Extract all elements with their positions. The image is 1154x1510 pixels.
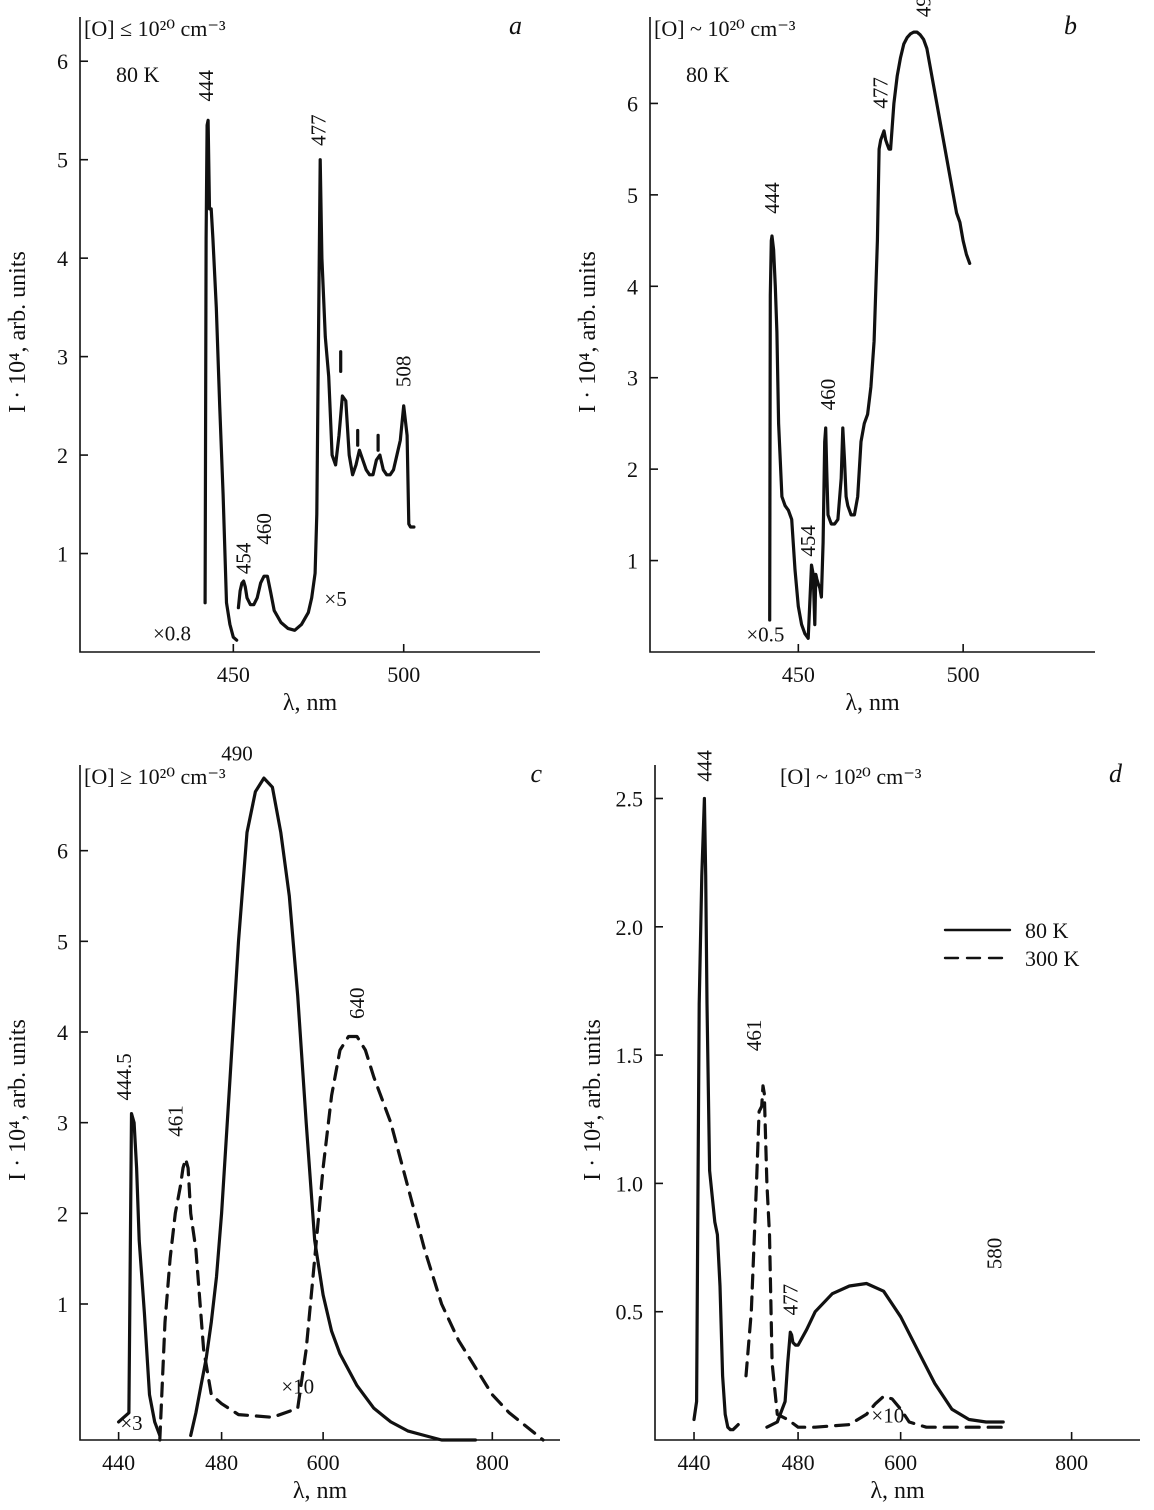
multiplier-label: ×10 bbox=[871, 1403, 904, 1427]
y-tick-label: 4 bbox=[57, 246, 68, 271]
y-tick-label: 0.5 bbox=[616, 1300, 644, 1325]
x-tick-label: 500 bbox=[387, 662, 420, 687]
y-tick-label: 1 bbox=[57, 1292, 68, 1317]
y-tick-label: 2.5 bbox=[616, 786, 644, 811]
y-tick-label: 1 bbox=[627, 549, 638, 574]
axis-frame bbox=[79, 17, 540, 653]
y-tick-label: 3 bbox=[57, 345, 68, 370]
x-axis-label: λ, nm bbox=[845, 690, 900, 716]
peak-label: 444 bbox=[692, 750, 716, 782]
series-line-dashed bbox=[744, 1084, 1005, 1429]
peak-label: 640 bbox=[345, 987, 369, 1019]
y-tick-label: 4 bbox=[627, 274, 638, 299]
x-tick-label: 600 bbox=[307, 1450, 340, 1475]
x-axis-label: λ, nm bbox=[870, 1478, 925, 1504]
multiplier-label: ×0.5 bbox=[746, 623, 784, 647]
temperature-label: 80 K bbox=[686, 62, 730, 87]
panel-d: 440 480 600 800 0.5 1.0 1.5 2.0 2.5 λ, nm I · 10⁴,… bbox=[580, 750, 1140, 1504]
multiplier-label: ×0.8 bbox=[153, 621, 191, 645]
series-line-solid bbox=[765, 1281, 1005, 1429]
y-tick-label: 5 bbox=[57, 929, 68, 954]
y-tick-label: 1 bbox=[57, 542, 68, 567]
y-axis-label: I · 10⁴, arb. units bbox=[5, 251, 31, 413]
x-tick-label: 480 bbox=[205, 1450, 238, 1475]
panel-letter: d bbox=[1109, 759, 1123, 788]
peak-label: 460 bbox=[252, 513, 276, 545]
x-tick-label: 450 bbox=[782, 662, 815, 687]
y-tick-label: 1.5 bbox=[616, 1043, 644, 1068]
peak-label: 444 bbox=[760, 182, 784, 214]
series-line-dashed bbox=[158, 1034, 545, 1442]
panel-letter: b bbox=[1064, 11, 1077, 40]
peak-label: 477 bbox=[307, 114, 331, 146]
y-tick-label: 6 bbox=[57, 839, 68, 864]
x-tick-label: 800 bbox=[476, 1450, 509, 1475]
y-tick-label: 1.0 bbox=[616, 1171, 644, 1196]
y-axis-label: I · 10⁴, arb. units bbox=[575, 251, 601, 413]
series-line-solid bbox=[692, 796, 740, 1432]
peak-label: 508 bbox=[392, 356, 416, 388]
peak-label: 461 bbox=[163, 1105, 187, 1137]
concentration-label: [O] ~ 10²⁰ cm⁻³ bbox=[780, 764, 922, 789]
y-axis-label: I · 10⁴, arb. units bbox=[580, 1019, 606, 1181]
y-tick-label: 2.0 bbox=[616, 915, 644, 940]
peak-label: 490 bbox=[221, 742, 253, 766]
concentration-label: [O] ~ 10²⁰ cm⁻³ bbox=[654, 16, 796, 41]
x-tick-label: 500 bbox=[947, 662, 980, 687]
y-tick-label: 5 bbox=[627, 183, 638, 208]
legend-entry: 80 K bbox=[1025, 918, 1069, 943]
series-line-solid bbox=[768, 30, 972, 640]
peak-label: 477 bbox=[869, 77, 893, 109]
y-tick-label: 2 bbox=[57, 1201, 68, 1226]
series-line-solid bbox=[189, 776, 477, 1442]
y-axis-label: I · 10⁴, arb. units bbox=[5, 1019, 31, 1181]
x-tick-label: 450 bbox=[217, 662, 250, 687]
panel-c: 440 480 600 800 1 2 3 4 5 6 λ, nm I · 10⁴, arb. uni… bbox=[5, 742, 560, 1504]
y-tick-label: 2 bbox=[57, 443, 68, 468]
x-tick-label: 440 bbox=[678, 1450, 711, 1475]
y-tick-label: 4 bbox=[57, 1020, 68, 1045]
axis-frame bbox=[649, 17, 1095, 653]
series-line-solid bbox=[203, 118, 239, 642]
y-tick-label: 6 bbox=[627, 91, 638, 116]
peak-label: 444 bbox=[194, 70, 218, 102]
temperature-label: 80 K bbox=[116, 62, 160, 87]
x-tick-label: 440 bbox=[102, 1450, 135, 1475]
axis-frame bbox=[654, 765, 1140, 1441]
x-axis-label: λ, nm bbox=[283, 690, 338, 716]
series-line-solid bbox=[116, 1111, 162, 1438]
y-tick-label: 3 bbox=[57, 1111, 68, 1136]
multiplier-label: ×10 bbox=[281, 1375, 314, 1399]
series-line-solid bbox=[236, 158, 416, 632]
axis-frame bbox=[79, 765, 560, 1441]
x-axis-label: λ, nm bbox=[293, 1478, 348, 1504]
y-tick-label: 6 bbox=[57, 49, 68, 74]
peak-label: 461 bbox=[742, 1020, 766, 1052]
panel-a: 450 500 1 2 3 4 5 6 λ, nm I · 10⁴, arb. units a [O]… bbox=[5, 11, 540, 716]
peak-label: 454 bbox=[232, 542, 256, 574]
peak-label: 490 bbox=[912, 0, 936, 17]
peak-label: 460 bbox=[816, 379, 840, 411]
legend-entry: 300 K bbox=[1025, 946, 1080, 971]
x-tick-label: 480 bbox=[782, 1450, 815, 1475]
concentration-label: [O] ≤ 10²⁰ cm⁻³ bbox=[84, 16, 226, 41]
y-tick-label: 5 bbox=[57, 148, 68, 173]
x-tick-label: 800 bbox=[1055, 1450, 1088, 1475]
y-tick-label: 2 bbox=[627, 457, 638, 482]
peak-label: 454 bbox=[796, 525, 820, 557]
y-tick-label: 3 bbox=[627, 366, 638, 391]
x-tick-label: 600 bbox=[884, 1450, 917, 1475]
panel-letter: a bbox=[509, 11, 522, 40]
peak-label: 580 bbox=[983, 1238, 1007, 1270]
concentration-label: [O] ≥ 10²⁰ cm⁻³ bbox=[84, 764, 226, 789]
multiplier-label: ×3 bbox=[120, 1411, 142, 1435]
peak-label: 444.5 bbox=[112, 1053, 136, 1100]
multiplier-label: ×5 bbox=[324, 587, 346, 611]
panel-letter: c bbox=[530, 759, 542, 788]
peak-label: 477 bbox=[778, 1284, 802, 1316]
panel-b: 450 500 1 2 3 4 5 6 λ, nm I · 10⁴, arb. units b [O]… bbox=[575, 0, 1095, 716]
